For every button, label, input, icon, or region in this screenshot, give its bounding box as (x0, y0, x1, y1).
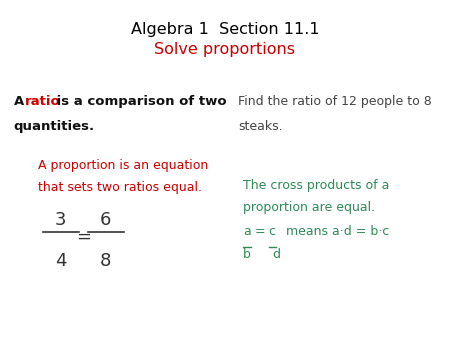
Text: Find the ratio of 12 people to 8: Find the ratio of 12 people to 8 (238, 95, 432, 107)
Text: that sets two ratios equal.: that sets two ratios equal. (38, 181, 202, 194)
Text: The cross products of a: The cross products of a (243, 179, 389, 192)
Text: Algebra 1  Section 11.1: Algebra 1 Section 11.1 (130, 22, 320, 37)
Text: A proportion is an equation: A proportion is an equation (38, 159, 208, 172)
Text: 6: 6 (100, 211, 112, 229)
Text: Solve proportions: Solve proportions (154, 42, 296, 57)
Text: d: d (273, 248, 281, 261)
Text: steaks.: steaks. (238, 120, 283, 133)
Text: c: c (269, 225, 276, 238)
Text: quantities.: quantities. (14, 120, 94, 133)
Text: is a comparison of two: is a comparison of two (52, 95, 226, 107)
Text: 8: 8 (100, 252, 112, 270)
Text: =: = (251, 225, 270, 238)
Text: means a·d = b·c: means a·d = b·c (278, 225, 389, 238)
Text: =: = (76, 228, 91, 246)
Text: b: b (243, 248, 251, 261)
Text: A: A (14, 95, 28, 107)
Text: a: a (243, 225, 251, 238)
Text: 4: 4 (55, 252, 67, 270)
Text: proportion are equal.: proportion are equal. (243, 201, 375, 214)
Text: ratio: ratio (25, 95, 60, 107)
Text: 3: 3 (55, 211, 67, 229)
